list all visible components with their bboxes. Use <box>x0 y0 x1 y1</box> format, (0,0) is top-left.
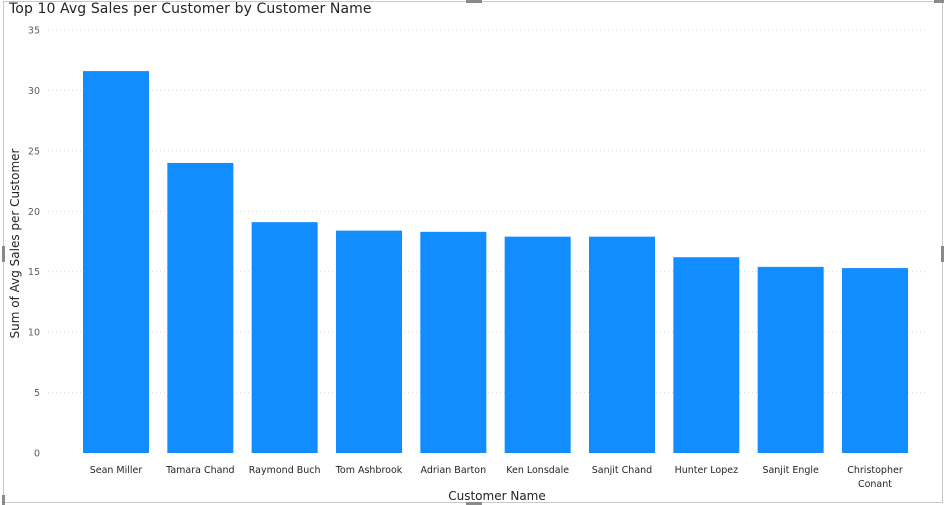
bar[interactable] <box>336 230 402 453</box>
x-category-label: Ken Lonsdale <box>506 465 569 476</box>
y-tick-label: 10 <box>28 328 40 339</box>
x-category-label: Adrian Barton <box>421 465 487 476</box>
x-axis-title: Customer Name <box>448 489 546 503</box>
bar[interactable] <box>673 257 740 453</box>
resize-handle-bottom[interactable] <box>466 502 482 505</box>
y-tick-label: 5 <box>34 388 40 399</box>
bar[interactable] <box>251 222 318 453</box>
bar[interactable] <box>589 236 655 453</box>
resize-handle-bottom-left[interactable] <box>2 495 5 505</box>
bar[interactable] <box>757 266 824 453</box>
y-tick-label: 35 <box>28 26 40 37</box>
x-category-label: Christopher <box>847 465 903 476</box>
resize-handle-top[interactable] <box>466 0 482 3</box>
y-tick-label: 30 <box>28 86 40 97</box>
bar[interactable] <box>83 71 149 453</box>
x-category-label: Tom Ashbrook <box>335 465 403 476</box>
x-category-label: Sanjit Chand <box>592 465 652 476</box>
resize-handle-right[interactable] <box>941 246 944 262</box>
x-category-label: Sanjit Engle <box>762 465 819 476</box>
y-tick-label: 20 <box>28 207 40 218</box>
y-axis-title: Sum of Avg Sales per Customer <box>8 148 22 338</box>
x-category-label: Conant <box>858 479 892 490</box>
chart-title: Top 10 Avg Sales per Customer by Custome… <box>9 1 372 17</box>
bar[interactable] <box>167 162 234 453</box>
bar[interactable] <box>504 236 571 453</box>
x-category-label: Hunter Lopez <box>675 465 738 476</box>
y-tick-label: 25 <box>28 146 40 157</box>
x-category-label: Tamara Chand <box>165 465 234 476</box>
resize-handle-top-right[interactable] <box>934 0 944 3</box>
y-tick-label: 15 <box>28 267 40 278</box>
x-category-label: Sean Miller <box>90 465 143 476</box>
y-tick-label: 0 <box>34 449 40 460</box>
bar[interactable] <box>842 268 908 453</box>
x-category-label: Raymond Buch <box>249 465 321 476</box>
resize-handle-left[interactable] <box>2 246 5 262</box>
bar[interactable] <box>420 231 487 453</box>
